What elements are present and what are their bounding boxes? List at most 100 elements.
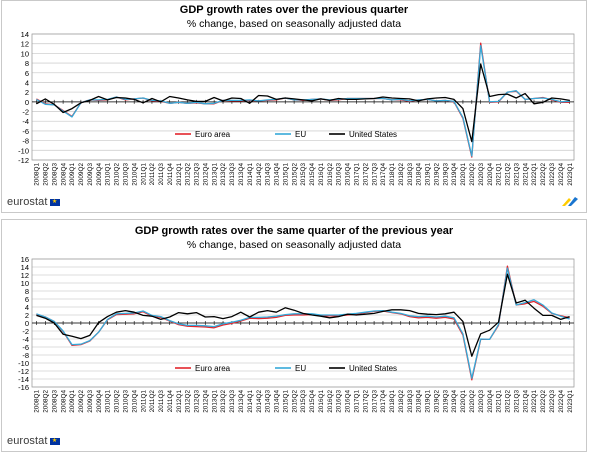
x-tick-label: 2014Q1 (247, 163, 254, 186)
y-tick-label: 10 (21, 49, 29, 58)
x-tick-label: 2016Q3 (336, 163, 343, 186)
x-tick-label: 2008Q2 (43, 163, 50, 186)
y-tick-label: -8 (22, 137, 29, 146)
x-tick-label: 2010Q1 (105, 163, 112, 186)
y-tick-label: -6 (22, 127, 29, 136)
x-tick-label: 2008Q3 (51, 390, 58, 413)
y-tick-label: 12 (21, 271, 29, 280)
quarterly-growth-chart-panel: GDP growth rates over the previous quart… (1, 0, 587, 213)
x-tick-label: 2013Q4 (238, 163, 245, 186)
x-tick-label: 2012Q2 (185, 390, 192, 413)
x-tick-label: 2018Q2 (398, 390, 405, 413)
x-tick-label: 2015Q2 (291, 390, 298, 413)
y-tick-label: -8 (22, 351, 29, 360)
x-tick-label: 2012Q1 (176, 163, 183, 186)
x-tick-label: 2020Q3 (478, 163, 485, 186)
x-tick-label: 2017Q3 (371, 163, 378, 186)
x-tick-label: 2013Q1 (211, 390, 218, 413)
x-tick-label: 2022Q4 (558, 163, 565, 186)
x-tick-label: 2020Q4 (487, 163, 494, 186)
x-tick-label: 2022Q1 (531, 163, 538, 186)
x-tick-label: 2015Q1 (282, 390, 289, 413)
x-tick-label: 2017Q4 (380, 163, 387, 186)
x-tick-label: 2020Q1 (460, 163, 467, 186)
chart-title: GDP growth rates over the same quarter o… (134, 225, 454, 237)
x-tick-label: 2017Q4 (380, 390, 387, 413)
x-tick-label: 2010Q4 (131, 390, 138, 413)
x-tick-label: 2009Q1 (69, 163, 76, 186)
x-tick-label: 2018Q2 (398, 163, 405, 186)
y-tick-label: 6 (25, 69, 29, 78)
x-tick-label: 2008Q3 (51, 163, 58, 186)
x-tick-label: 2016Q4 (345, 163, 352, 186)
x-tick-label: 2023Q1 (567, 390, 574, 413)
x-tick-label: 2019Q3 (442, 163, 449, 186)
x-tick-label: 2012Q1 (176, 390, 183, 413)
x-tick-label: 2013Q4 (238, 390, 245, 413)
x-tick-label: 2020Q2 (469, 390, 476, 413)
x-tick-label: 2021Q2 (505, 390, 512, 413)
x-tick-label: 2010Q4 (131, 163, 138, 186)
y-tick-label: 4 (25, 303, 29, 312)
x-tick-label: 2023Q1 (567, 163, 574, 186)
x-tick-label: 2017Q2 (362, 163, 369, 186)
x-tick-label: 2016Q1 (318, 390, 325, 413)
corner-mark-icon (562, 197, 578, 206)
x-tick-label: 2015Q1 (282, 163, 289, 186)
y-tick-label: 0 (25, 319, 29, 328)
x-tick-label: 2015Q3 (300, 163, 307, 186)
x-tick-label: 2021Q1 (496, 163, 503, 186)
x-tick-label: 2012Q3 (194, 390, 201, 413)
x-tick-label: 2017Q1 (354, 163, 361, 186)
x-tick-label: 2018Q3 (407, 390, 414, 413)
x-tick-label: 2019Q4 (451, 390, 458, 413)
x-tick-label: 2019Q1 (425, 163, 432, 186)
x-tick-label: 2016Q2 (327, 390, 334, 413)
y-tick-label: -4 (22, 335, 29, 344)
y-tick-label: 12 (21, 40, 29, 49)
legend-label: Euro area (195, 364, 231, 373)
x-tick-label: 2019Q2 (434, 390, 441, 413)
x-tick-label: 2010Q3 (123, 163, 130, 186)
legend-label: EU (295, 130, 306, 139)
x-tick-label: 2012Q2 (185, 163, 192, 186)
x-tick-label: 2012Q4 (203, 390, 210, 413)
x-tick-label: 2017Q2 (362, 390, 369, 413)
series-line-united-states (36, 63, 570, 143)
x-tick-label: 2008Q1 (34, 163, 41, 186)
y-tick-label: -2 (22, 108, 29, 117)
x-tick-label: 2022Q4 (558, 390, 565, 413)
y-tick-label: 6 (25, 295, 29, 304)
legend-label: United States (349, 364, 397, 373)
plot-area (31, 33, 575, 161)
x-tick-label: 2009Q4 (96, 163, 103, 186)
x-tick-label: 2014Q2 (256, 390, 263, 413)
y-tick-label: -10 (18, 146, 29, 155)
x-tick-label: 2010Q1 (105, 390, 112, 413)
x-tick-label: 2019Q4 (451, 163, 458, 186)
y-tick-label: 2 (25, 88, 29, 97)
x-tick-label: 2021Q4 (522, 163, 529, 186)
x-tick-label: 2014Q3 (265, 390, 272, 413)
x-tick-label: 2013Q2 (220, 390, 227, 413)
x-tick-label: 2018Q1 (389, 390, 396, 413)
x-tick-label: 2016Q4 (345, 390, 352, 413)
eu-flag-icon: ★ (49, 437, 60, 445)
x-tick-label: 2008Q2 (43, 390, 50, 413)
x-tick-label: 2019Q2 (434, 163, 441, 186)
eurostat-logo: eurostat ★ (7, 435, 60, 447)
x-tick-label: 2015Q4 (309, 163, 316, 186)
x-tick-label: 2020Q4 (487, 390, 494, 413)
legend-label: EU (295, 364, 306, 373)
x-tick-label: 2013Q2 (220, 163, 227, 186)
x-tick-label: 2013Q3 (229, 390, 236, 413)
x-tick-label: 2018Q4 (416, 163, 423, 186)
x-tick-label: 2017Q1 (354, 390, 361, 413)
x-tick-label: 2015Q3 (300, 390, 307, 413)
x-tick-label: 2010Q2 (114, 163, 121, 186)
x-tick-label: 2009Q2 (78, 163, 85, 186)
x-tick-label: 2010Q2 (114, 390, 121, 413)
chart-subtitle: % change, based on seasonally adjusted d… (186, 18, 402, 30)
y-tick-label: -10 (18, 359, 29, 368)
